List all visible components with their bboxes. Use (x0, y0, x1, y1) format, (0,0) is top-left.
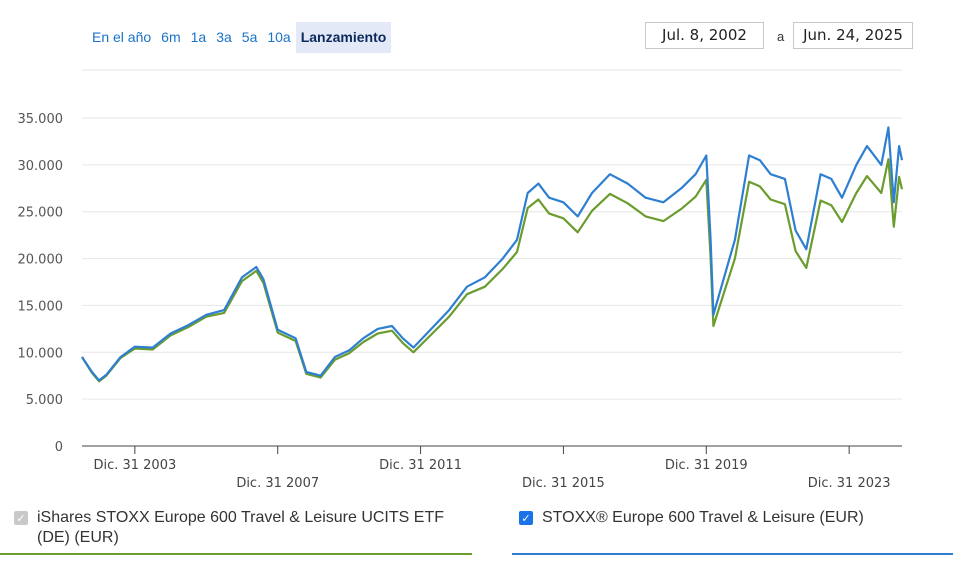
x-tick-label: Dic. 31 2011 (379, 458, 462, 473)
legend-fund-underline (0, 553, 472, 555)
range-selector: En el año 6m 1a 3a 5a 10a Lanzamiento (87, 22, 392, 53)
y-tick-label: 0 (55, 440, 63, 455)
range-button-4[interactable]: 5a (241, 29, 258, 45)
range-button-3[interactable]: 3a (216, 29, 232, 45)
fund-checkbox[interactable]: ✓ (14, 511, 28, 525)
start-date-input[interactable]: Jul. 8, 2002 (645, 22, 764, 49)
legend-index[interactable]: ✓ STOXX® Europe 600 Travel & Leisure (EU… (519, 508, 939, 528)
x-tick-label: Dic. 31 2007 (236, 476, 319, 491)
range-button-1[interactable]: 6m (161, 29, 181, 45)
x-tick-label: Dic. 31 2015 (522, 476, 605, 491)
x-tick-label: Dic. 31 2019 (665, 458, 748, 473)
performance-chart: 0 5.000 10.000 15.000 20.000 25.000 30.000 35.0… (18, 69, 904, 491)
x-tick-label: Dic. 31 2003 (93, 458, 176, 473)
y-tick-label: 35.000 (18, 112, 64, 127)
legend-fund-label: iShares STOXX Europe 600 Travel & Leisur… (37, 509, 444, 546)
y-tick-label: 10.000 (18, 346, 64, 361)
y-tick-label: 30.000 (18, 159, 64, 174)
range-button-2[interactable]: 1a (190, 29, 207, 45)
y-tick-label: 20.000 (18, 253, 64, 268)
legend-fund[interactable]: ✓ iShares STOXX Europe 600 Travel & Leis… (14, 508, 464, 548)
range-button-6[interactable]: Lanzamiento (295, 22, 392, 53)
y-tick-label: 5.000 (26, 393, 63, 408)
legend-index-underline (512, 553, 953, 555)
y-tick-label: 25.000 (18, 206, 64, 221)
x-tick-label: Dic. 31 2023 (808, 476, 891, 491)
end-date-input[interactable]: Jun. 24, 2025 (793, 22, 913, 49)
fund-series-line (81, 158, 904, 383)
date-range-separator: a (777, 29, 785, 44)
range-button-0[interactable]: En el año (92, 29, 152, 45)
y-tick-label: 15.000 (18, 299, 64, 314)
legend-index-label: STOXX® Europe 600 Travel & Leisure (EUR) (542, 509, 864, 526)
index-checkbox[interactable]: ✓ (519, 511, 533, 525)
range-button-5[interactable]: 10a (267, 29, 291, 45)
index-series-line (81, 126, 904, 382)
